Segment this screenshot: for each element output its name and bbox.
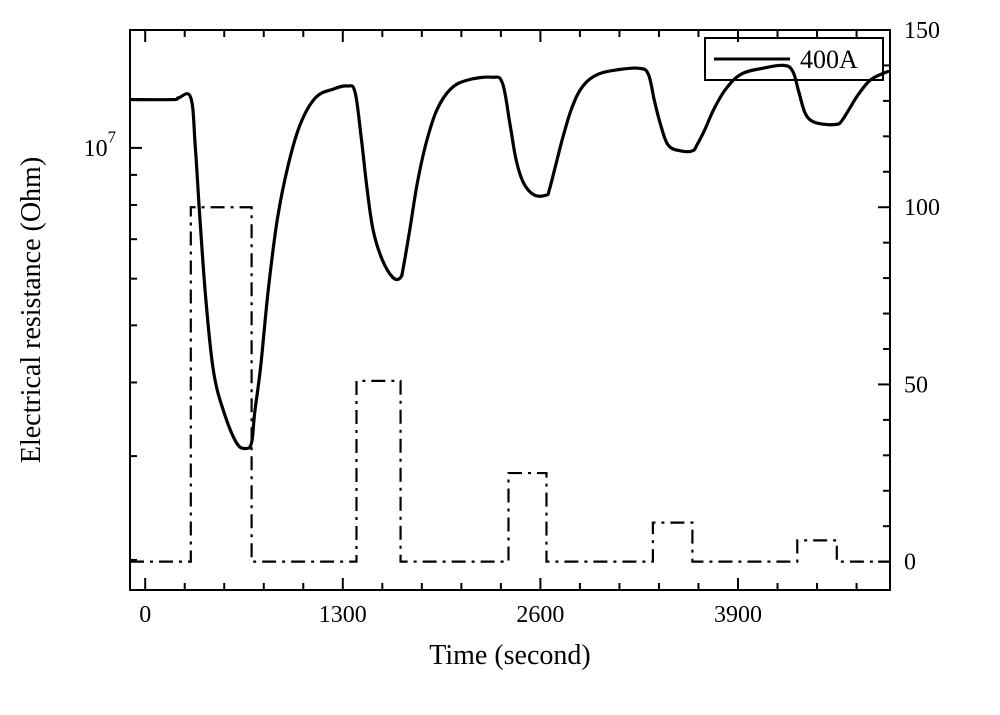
svg-text:Time (second): Time (second)	[429, 640, 591, 671]
svg-text:1300: 1300	[319, 602, 367, 628]
svg-text:100: 100	[904, 195, 940, 221]
svg-text:3900: 3900	[714, 602, 762, 628]
svg-text:400A: 400A	[800, 45, 858, 74]
svg-text:50: 50	[904, 372, 928, 398]
svg-text:Electrical resistance (Ohm): Electrical resistance (Ohm)	[16, 157, 47, 463]
resistance-vs-time-chart: 0130026003900Time (second)107Electrical …	[0, 0, 1000, 715]
svg-text:150: 150	[904, 18, 940, 44]
svg-text:0: 0	[904, 550, 916, 576]
svg-text:0: 0	[139, 602, 151, 628]
svg-text:2600: 2600	[516, 602, 564, 628]
